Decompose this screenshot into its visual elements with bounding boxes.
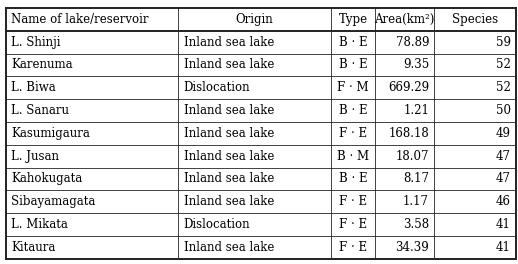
Text: L. Jusan: L. Jusan	[11, 150, 60, 163]
Text: Origin: Origin	[236, 13, 274, 26]
Text: F · E: F · E	[339, 127, 367, 140]
Text: Inland sea lake: Inland sea lake	[183, 150, 274, 163]
Text: 46: 46	[496, 195, 511, 208]
Text: 3.58: 3.58	[403, 218, 429, 231]
Text: Inland sea lake: Inland sea lake	[183, 127, 274, 140]
Text: 34.39: 34.39	[395, 241, 429, 254]
Text: Inland sea lake: Inland sea lake	[183, 104, 274, 117]
Text: 78.89: 78.89	[396, 36, 429, 49]
Text: L. Shinji: L. Shinji	[11, 36, 61, 49]
Text: 47: 47	[496, 150, 511, 163]
Text: Inland sea lake: Inland sea lake	[183, 241, 274, 254]
Text: 1.17: 1.17	[403, 195, 429, 208]
Text: L. Sanaru: L. Sanaru	[11, 104, 69, 117]
Text: Inland sea lake: Inland sea lake	[183, 58, 274, 72]
Text: L. Biwa: L. Biwa	[11, 81, 56, 94]
Text: 52: 52	[496, 58, 511, 72]
Text: Dislocation: Dislocation	[183, 218, 250, 231]
Text: B · M: B · M	[337, 150, 369, 163]
Text: 41: 41	[496, 218, 511, 231]
Text: F · E: F · E	[339, 241, 367, 254]
Text: 47: 47	[496, 172, 511, 185]
Text: Name of lake/reservoir: Name of lake/reservoir	[11, 13, 149, 26]
Text: 18.07: 18.07	[396, 150, 429, 163]
Text: Kitaura: Kitaura	[11, 241, 56, 254]
Text: 50: 50	[496, 104, 511, 117]
Text: Kasumigaura: Kasumigaura	[11, 127, 90, 140]
Text: 9.35: 9.35	[403, 58, 429, 72]
Text: 41: 41	[496, 241, 511, 254]
Text: Type: Type	[339, 13, 368, 26]
Text: Inland sea lake: Inland sea lake	[183, 195, 274, 208]
Text: B · E: B · E	[339, 172, 367, 185]
Text: L. Mikata: L. Mikata	[11, 218, 68, 231]
Text: Kahokugata: Kahokugata	[11, 172, 83, 185]
Text: Dislocation: Dislocation	[183, 81, 250, 94]
Text: 669.29: 669.29	[388, 81, 429, 94]
Text: 49: 49	[496, 127, 511, 140]
Text: 168.18: 168.18	[388, 127, 429, 140]
Text: Sibayamagata: Sibayamagata	[11, 195, 96, 208]
Text: B · E: B · E	[339, 58, 367, 72]
Text: 8.17: 8.17	[403, 172, 429, 185]
Text: Inland sea lake: Inland sea lake	[183, 172, 274, 185]
Text: Inland sea lake: Inland sea lake	[183, 36, 274, 49]
Text: Karenuma: Karenuma	[11, 58, 73, 72]
Text: Species: Species	[452, 13, 498, 26]
Text: 59: 59	[496, 36, 511, 49]
Text: F · M: F · M	[337, 81, 369, 94]
Text: 52: 52	[496, 81, 511, 94]
Text: 1.21: 1.21	[403, 104, 429, 117]
Text: B · E: B · E	[339, 104, 367, 117]
Text: F · E: F · E	[339, 218, 367, 231]
Text: B · E: B · E	[339, 36, 367, 49]
Text: F · E: F · E	[339, 195, 367, 208]
Text: Area(km²): Area(km²)	[375, 13, 435, 26]
